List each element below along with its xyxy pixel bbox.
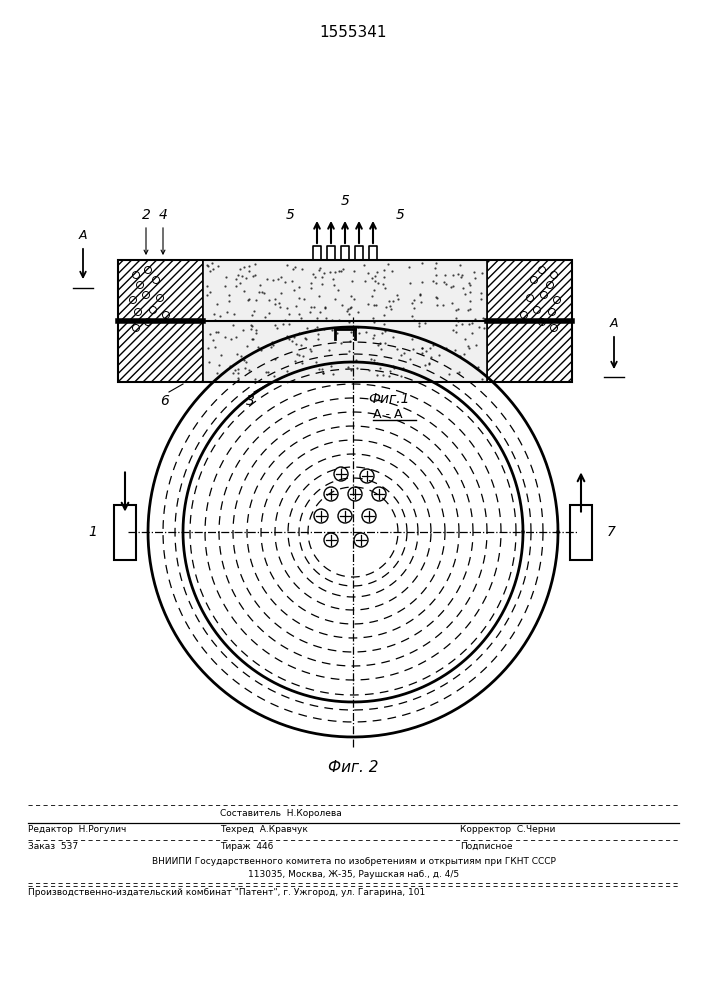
Text: 5: 5: [341, 194, 349, 208]
Text: Заказ  537: Заказ 537: [28, 842, 78, 851]
Text: Составитель  Н.Королева: Составитель Н.Королева: [220, 809, 341, 818]
Text: 6: 6: [160, 394, 170, 408]
Text: 3: 3: [245, 394, 255, 408]
Text: 5: 5: [395, 208, 404, 222]
Polygon shape: [203, 260, 487, 382]
Text: A - A: A - A: [373, 408, 402, 421]
Text: 113035, Москва, Ж-35, Раушская наб., д. 4/5: 113035, Москва, Ж-35, Раушская наб., д. …: [248, 870, 459, 879]
Text: A: A: [609, 317, 618, 330]
Text: 1: 1: [88, 525, 98, 539]
Text: Корректор  С.Черни: Корректор С.Черни: [460, 825, 556, 834]
Text: 4: 4: [158, 208, 168, 222]
Polygon shape: [487, 260, 572, 382]
Text: Редактор  Н.Рогулич: Редактор Н.Рогулич: [28, 825, 127, 834]
Text: 1555341: 1555341: [320, 25, 387, 40]
Text: 7: 7: [607, 525, 615, 539]
Text: Техред  А.Кравчук: Техред А.Кравчук: [220, 825, 308, 834]
Text: Тираж  446: Тираж 446: [220, 842, 274, 851]
Text: Фиг. 2: Фиг. 2: [328, 760, 378, 775]
Bar: [114, 504, 136, 560]
Text: 5: 5: [286, 208, 294, 222]
Text: Производственно-издательский комбинат "Патент", г. Ужгород, ул. Гагарина, 101: Производственно-издательский комбинат "П…: [28, 888, 425, 897]
Text: A: A: [78, 229, 87, 242]
Text: ВНИИПИ Государственного комитета по изобретениям и открытиям при ГКНТ СССР: ВНИИПИ Государственного комитета по изоб…: [151, 857, 556, 866]
Bar: [570, 504, 592, 560]
Polygon shape: [118, 260, 203, 382]
Text: Фиг.1: Фиг.1: [368, 392, 409, 406]
Text: 2: 2: [141, 208, 151, 222]
Text: Подписное: Подписное: [460, 842, 513, 851]
